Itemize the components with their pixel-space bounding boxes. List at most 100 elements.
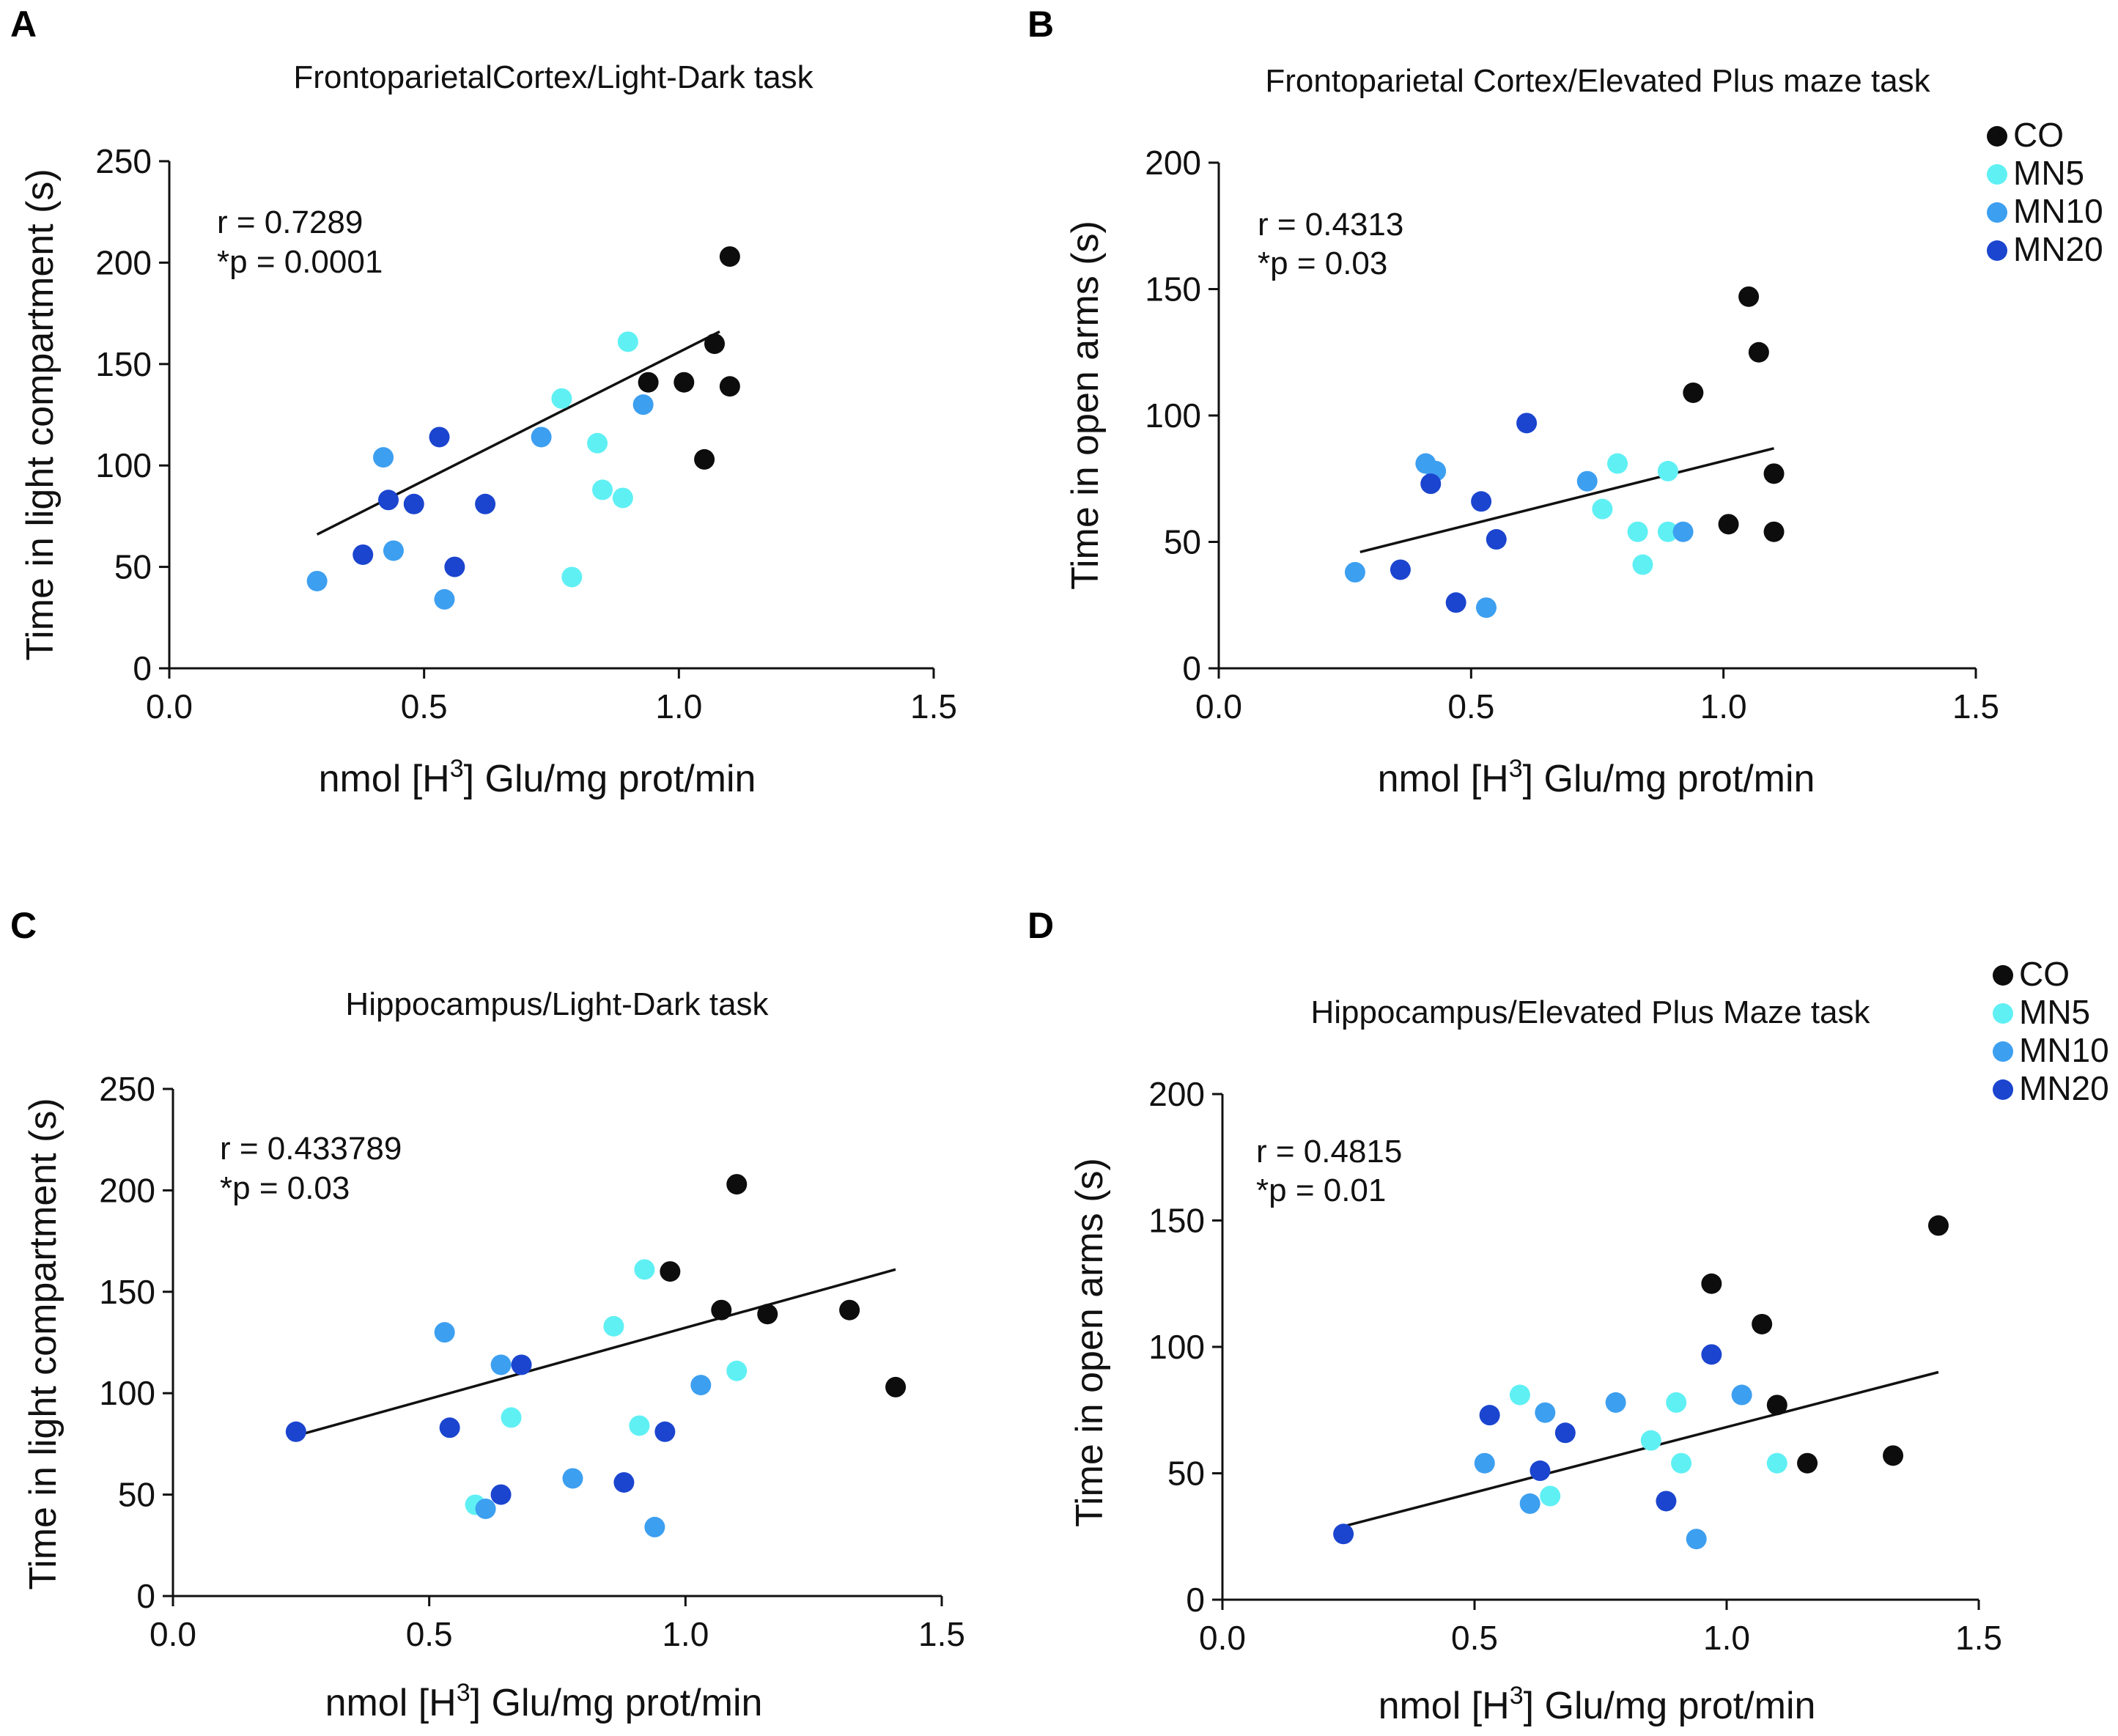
point-co <box>839 1299 860 1321</box>
y-tick-label: 50 <box>118 1476 155 1514</box>
legend-label: CO <box>2019 955 2070 993</box>
point-mn20 <box>377 490 399 511</box>
point-mn20 <box>1486 529 1507 550</box>
y-axis-label: Time in open arms (s) <box>1069 1158 1111 1527</box>
legend-label: MN5 <box>2013 154 2084 192</box>
point-co <box>1748 341 1769 363</box>
point-mn5 <box>561 566 583 588</box>
y-axis-label: Time in open arms (s) <box>1064 221 1107 590</box>
y-tick-label: 150 <box>99 1273 155 1311</box>
x-tick-label: 1.5 <box>910 687 957 725</box>
point-mn20 <box>613 1471 635 1493</box>
point-co <box>1927 1215 1949 1236</box>
point-mn10 <box>490 1354 512 1375</box>
point-mn10 <box>1576 470 1598 492</box>
y-tick-label: 50 <box>1167 1455 1205 1493</box>
panel-label: D <box>1027 905 1054 946</box>
x-axis-label: nmol [H3] Glu/mg prot/min <box>325 1679 763 1724</box>
point-co <box>1766 1395 1787 1416</box>
point-mn5 <box>587 432 608 454</box>
point-mn5 <box>726 1360 748 1381</box>
legend-marker-mn5 <box>1993 1003 2013 1024</box>
x-tick-label: 1.0 <box>655 687 702 725</box>
point-co <box>719 376 740 397</box>
legend-label: CO <box>2013 116 2064 154</box>
point-mn5 <box>501 1407 522 1428</box>
point-mn20 <box>1445 592 1466 613</box>
point-mn5 <box>1657 521 1678 542</box>
panel-c: C Hippocampus/Light-Dark task 0.0 0.5 1.0 1.5… <box>10 905 965 1724</box>
point-mn20 <box>1701 1344 1722 1365</box>
y-tick-label: 150 <box>95 345 152 383</box>
point-mn20 <box>353 544 374 565</box>
point-co <box>1718 514 1739 535</box>
point-co <box>1763 521 1785 542</box>
x-tick-label: 0.5 <box>1451 1619 1498 1657</box>
point-mn20 <box>511 1354 532 1375</box>
legend-marker-mn20 <box>1993 1079 2013 1100</box>
point-mn5 <box>603 1315 624 1337</box>
y-tick-label: 0 <box>136 1577 155 1615</box>
point-mn5 <box>1657 460 1678 481</box>
point-co <box>719 246 740 267</box>
x-tick-label: 1.5 <box>918 1615 965 1653</box>
point-mn20 <box>1530 1460 1551 1482</box>
point-mn10 <box>306 570 328 591</box>
point-mn5 <box>1540 1485 1561 1507</box>
y-tick-label: 50 <box>114 548 152 586</box>
chart-title: FrontoparietalCortex/Light-Dark task <box>293 59 813 95</box>
point-mn20 <box>1333 1523 1354 1545</box>
point-mn10 <box>632 394 654 415</box>
point-mn20 <box>1471 491 1492 512</box>
y-axis-label: Time in light compartment (s) <box>22 1098 64 1589</box>
y-axis-label: Time in light compartment (s) <box>19 169 62 660</box>
y-tick-label: 150 <box>1145 270 1201 309</box>
y-tick-label: 0 <box>1186 1581 1205 1619</box>
legend-marker-mn20 <box>1987 240 2007 261</box>
point-mn10 <box>475 1498 496 1519</box>
x-tick-label: 0.0 <box>1199 1619 1246 1657</box>
x-tick-label: 0.0 <box>150 1615 196 1653</box>
point-co <box>1797 1452 1818 1474</box>
point-co <box>694 448 715 470</box>
point-co <box>885 1376 907 1397</box>
point-co <box>1701 1273 1722 1294</box>
point-mn10 <box>690 1375 712 1396</box>
panel-b: B Frontoparietal Cortex/Elevated Plus maz… <box>1027 4 2103 800</box>
stat-r: r = 0.7289 <box>217 204 363 240</box>
point-mn20 <box>654 1421 676 1442</box>
legend-marker-co <box>1987 126 2007 147</box>
point-mn20 <box>1479 1405 1500 1426</box>
point-mn10 <box>1686 1529 1707 1550</box>
stat-p: *p = 0.0001 <box>217 244 383 280</box>
point-mn10 <box>1672 521 1694 542</box>
x-tick-label: 0.0 <box>1195 687 1242 725</box>
chart-title: Hippocampus/Elevated Plus Maze task <box>1310 994 1870 1030</box>
x-axis-label: nmol [H3] Glu/mg prot/min <box>1378 755 1815 800</box>
point-co <box>674 372 695 393</box>
point-co <box>704 333 726 355</box>
x-tick-label: 1.0 <box>662 1615 709 1653</box>
point-mn20 <box>285 1421 306 1442</box>
x-tick-label: 0.5 <box>406 1615 453 1653</box>
stat-p: *p = 0.03 <box>1258 245 1387 281</box>
y-tick-label: 250 <box>99 1070 155 1108</box>
panel-label: C <box>10 905 37 946</box>
legend-label: MN20 <box>2013 230 2103 268</box>
regression-line <box>1359 447 1774 553</box>
point-mn5 <box>551 388 572 409</box>
y-tick-label: 100 <box>99 1374 155 1412</box>
x-tick-label: 1.0 <box>1703 1619 1750 1657</box>
point-co <box>757 1304 778 1325</box>
y-tick-label: 100 <box>1148 1328 1205 1366</box>
point-mn10 <box>383 540 404 561</box>
point-mn5 <box>612 487 633 509</box>
point-mn5 <box>634 1259 655 1280</box>
point-mn20 <box>403 493 424 514</box>
y-tick-label: 150 <box>1148 1202 1205 1240</box>
point-mn5 <box>1627 521 1648 542</box>
regression-line <box>1343 1370 1939 1528</box>
